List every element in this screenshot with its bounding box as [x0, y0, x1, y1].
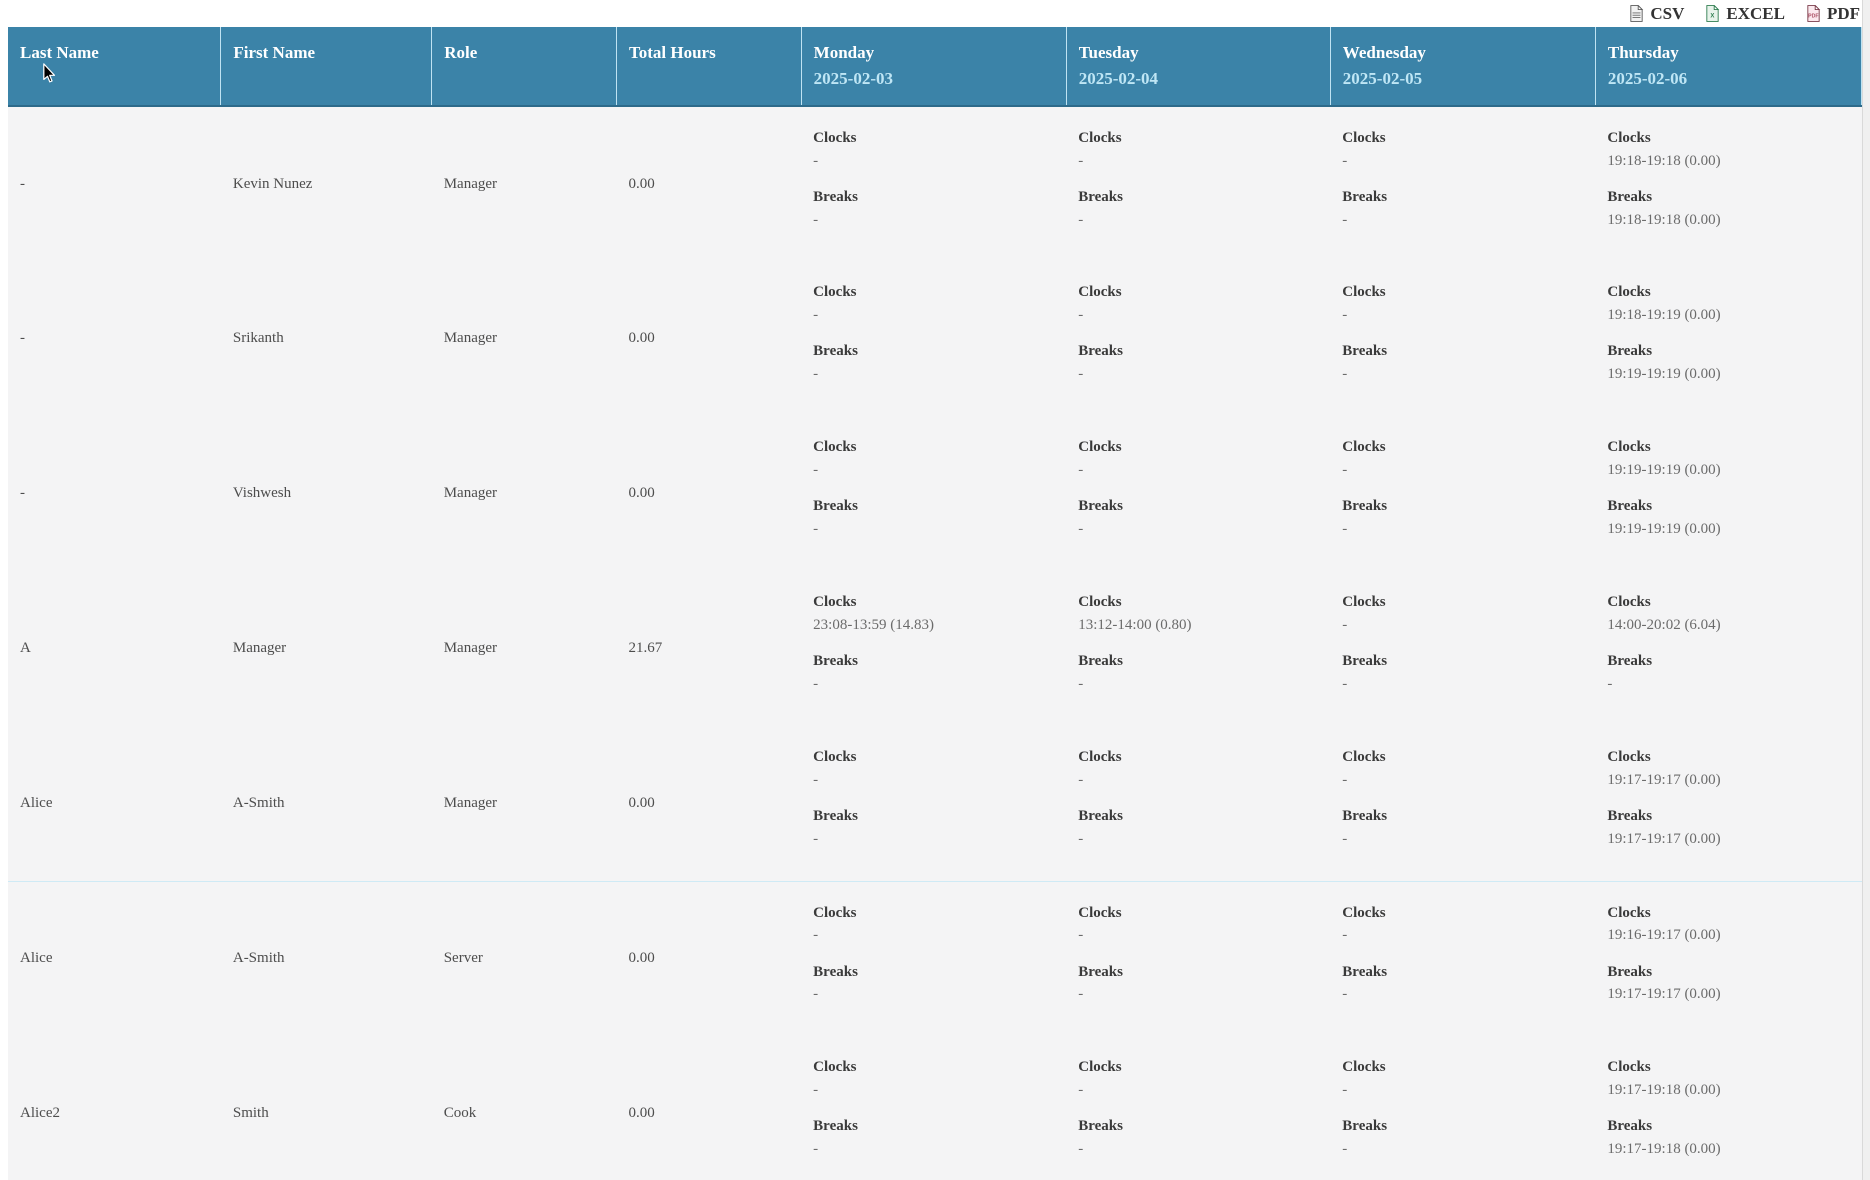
svg-text:X: X [1711, 13, 1715, 19]
svg-text:PDF: PDF [1808, 13, 1818, 19]
